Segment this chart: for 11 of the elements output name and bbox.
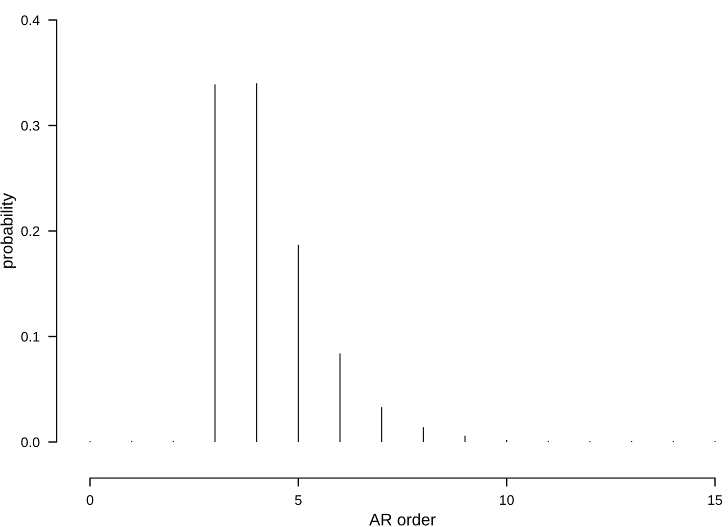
x-tick-label: 15	[708, 495, 722, 505]
y-axis-title: probability	[0, 193, 16, 268]
x-tick-label: 5	[295, 495, 302, 505]
y-tick-label: 0.4	[21, 15, 40, 26]
y-tick-label: 0.3	[21, 120, 40, 131]
x-axis-title: AR order	[369, 513, 436, 526]
x-tick-label: 0	[86, 495, 94, 505]
x-tick-label: 10	[500, 495, 514, 505]
y-tick-label: 0.1	[21, 332, 40, 342]
y-tick-label: 0.0	[21, 437, 40, 448]
y-tick-label: 0.2	[21, 226, 40, 236]
